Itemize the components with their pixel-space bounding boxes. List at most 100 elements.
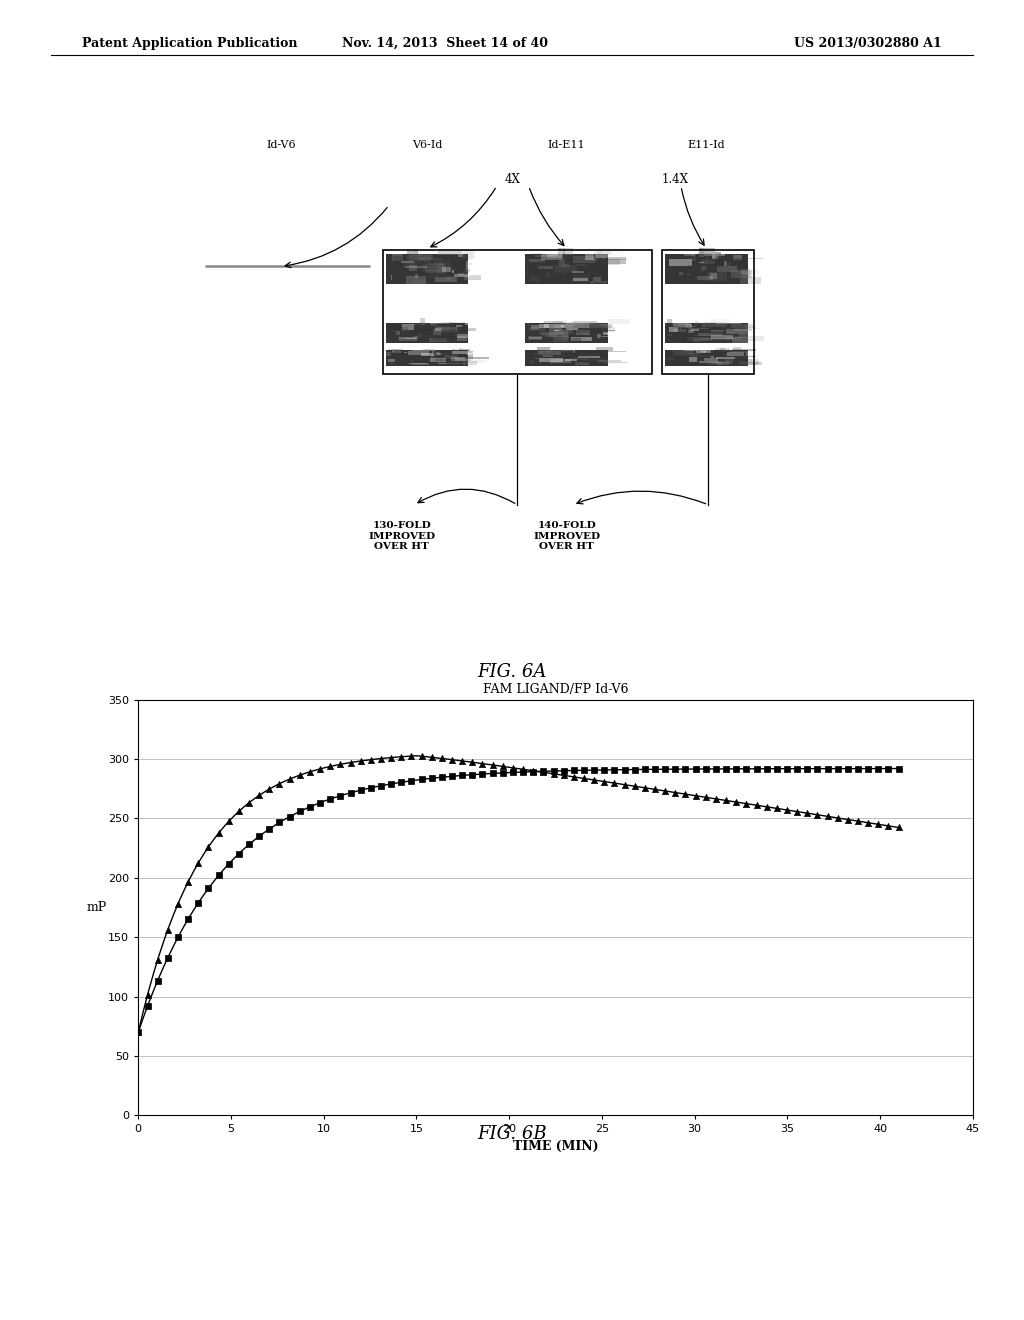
Bar (386, 253, 468, 284)
Bar (566, 272, 585, 280)
Bar (392, 350, 400, 354)
Bar (527, 351, 532, 356)
Bar (578, 356, 600, 358)
Bar (698, 352, 717, 356)
Bar (463, 362, 477, 364)
Bar (449, 355, 458, 359)
Point (271, 812, 288, 833)
Bar (452, 348, 460, 350)
Point (870, 813, 887, 834)
Point (403, 770, 420, 791)
Point (788, 801, 805, 822)
Point (302, 796, 318, 817)
Bar (528, 337, 542, 339)
Bar (462, 359, 482, 363)
Bar (416, 275, 418, 279)
Text: US 2013/0302880 A1: US 2013/0302880 A1 (795, 37, 942, 50)
Bar (589, 360, 606, 362)
Point (891, 817, 907, 838)
Point (271, 774, 288, 795)
Bar (531, 325, 539, 329)
Bar (443, 358, 452, 359)
Point (647, 779, 664, 800)
Bar (561, 326, 564, 327)
Point (362, 750, 379, 771)
Bar (668, 334, 672, 335)
Bar (413, 363, 429, 364)
Text: Patent Application Publication: Patent Application Publication (82, 37, 297, 50)
Point (383, 774, 399, 795)
Bar (701, 260, 715, 264)
Point (788, 758, 805, 779)
Bar (584, 322, 607, 327)
Point (546, 760, 562, 781)
Point (627, 759, 643, 780)
Bar (401, 338, 426, 339)
Bar (594, 350, 612, 351)
Bar (709, 325, 720, 329)
Bar (741, 272, 751, 276)
Bar (433, 330, 441, 335)
Bar (446, 276, 452, 280)
Bar (436, 327, 458, 330)
Bar (419, 259, 442, 260)
Bar (417, 334, 421, 337)
Bar (415, 337, 418, 338)
Text: 4X: 4X (505, 173, 520, 186)
Bar (588, 360, 605, 363)
Point (616, 774, 633, 795)
Bar (541, 351, 544, 354)
Bar (546, 249, 563, 257)
Bar (695, 352, 702, 354)
Bar (606, 360, 613, 364)
Bar (458, 260, 460, 263)
Bar (678, 323, 685, 327)
Bar (430, 323, 437, 326)
Bar (432, 261, 450, 265)
Bar (540, 333, 563, 334)
Bar (716, 348, 730, 352)
Bar (581, 358, 600, 362)
Bar (563, 252, 565, 256)
Bar (535, 267, 544, 276)
Point (536, 762, 552, 783)
Point (443, 766, 460, 787)
Bar (543, 355, 553, 356)
Bar (736, 359, 752, 362)
Bar (562, 354, 572, 356)
Bar (452, 271, 454, 273)
Y-axis label: mP: mP (87, 902, 108, 913)
Point (495, 763, 511, 784)
Bar (410, 257, 427, 264)
Bar (539, 338, 540, 339)
Bar (455, 358, 472, 362)
Bar (411, 329, 423, 331)
Bar (441, 322, 452, 327)
Point (443, 748, 460, 770)
Bar (745, 325, 748, 330)
Bar (748, 362, 762, 366)
Bar (573, 275, 590, 281)
Bar (666, 358, 674, 360)
Point (687, 785, 703, 807)
Bar (685, 325, 692, 327)
Point (414, 768, 430, 789)
Bar (564, 264, 569, 267)
Bar (537, 350, 552, 354)
Bar (607, 259, 620, 265)
Bar (735, 276, 752, 279)
Bar (673, 329, 686, 333)
Point (424, 768, 440, 789)
Point (403, 746, 420, 767)
Bar (432, 351, 437, 355)
Bar (458, 273, 464, 276)
Point (525, 762, 542, 783)
Bar (565, 323, 589, 327)
Bar (447, 322, 466, 325)
Point (342, 752, 358, 774)
Bar (666, 323, 748, 343)
Point (586, 759, 602, 780)
Bar (557, 322, 578, 326)
Bar (554, 329, 572, 334)
Bar (587, 362, 589, 363)
